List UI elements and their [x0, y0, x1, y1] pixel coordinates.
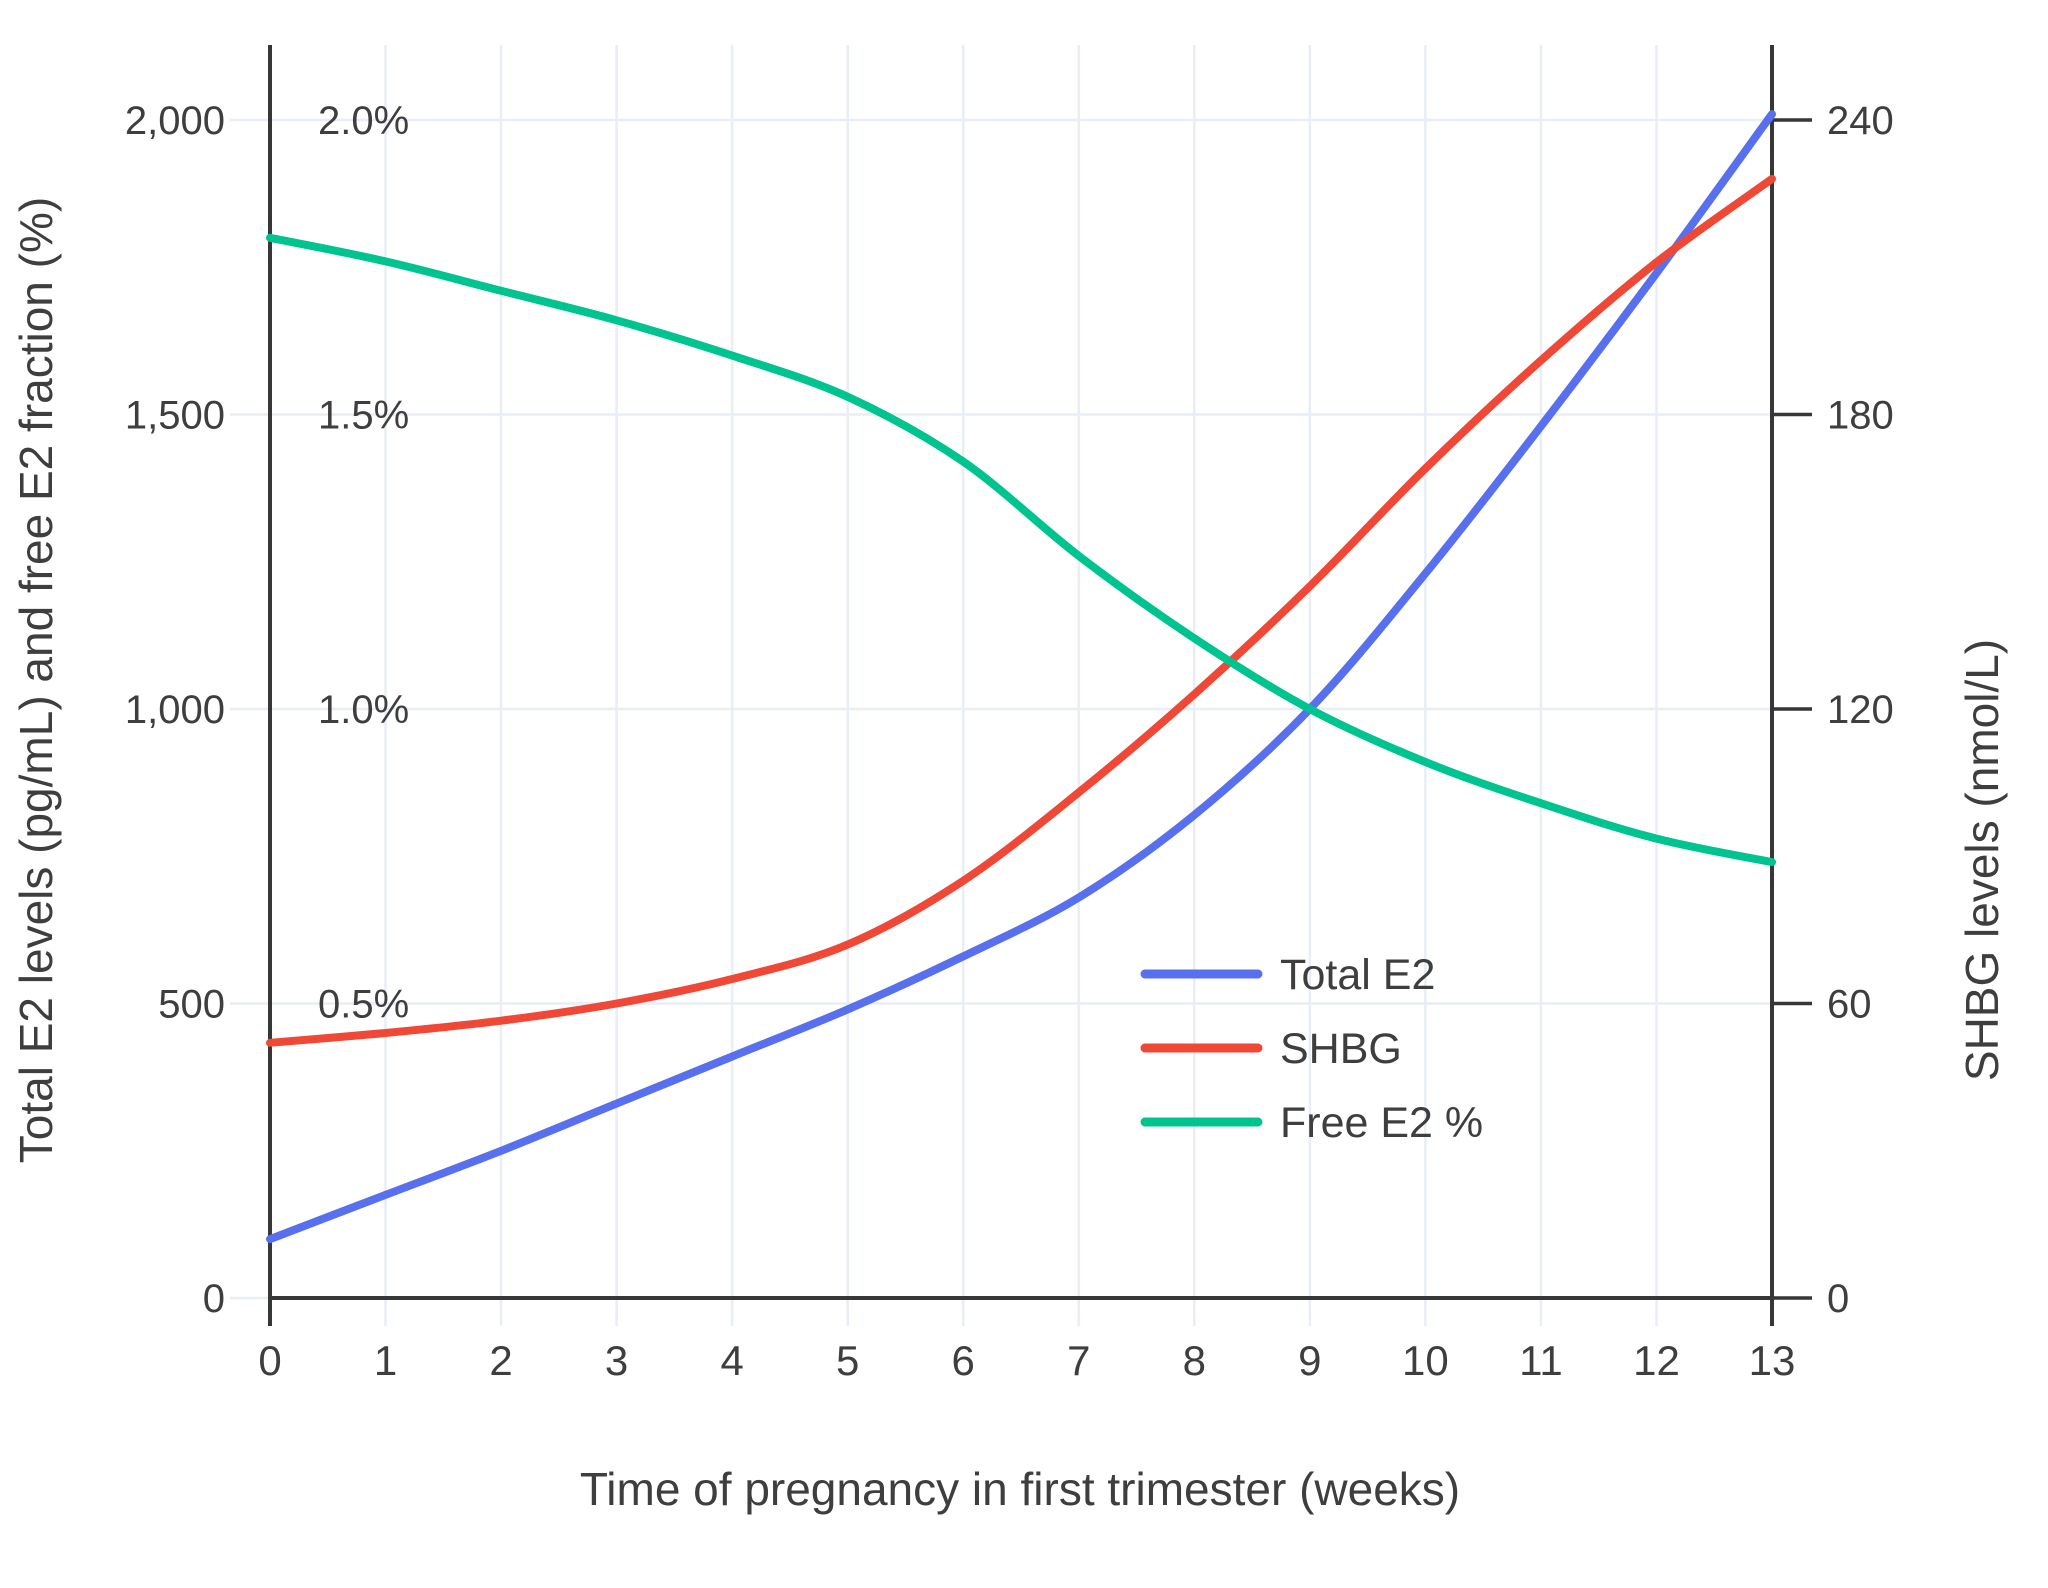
tick-labels: 05001,0001,5002,0000.5%1.0%1.5%2.0%06012…: [125, 99, 1894, 1384]
x-tick-label: 10: [1402, 1337, 1449, 1384]
percent-tick-label: 1.5%: [318, 394, 409, 438]
y-left-tick-label: 1,500: [125, 394, 225, 438]
percent-tick-label: 2.0%: [318, 99, 409, 143]
gridlines: [230, 45, 1812, 1326]
x-tick-label: 9: [1298, 1337, 1321, 1384]
series-line-total-e2: [266, 110, 1776, 1244]
legend: Total E2 SHBG Free E2 %: [1140, 951, 1483, 1147]
x-tick-label: 8: [1183, 1337, 1206, 1384]
x-tick-label: 0: [258, 1337, 281, 1384]
data-series: [266, 110, 1776, 1244]
x-tick-label: 6: [952, 1337, 975, 1384]
legend-label-total-e2: Total E2: [1280, 951, 1435, 999]
y-axis-title-left: Total E2 levels (pg/mL) and free E2 frac…: [10, 197, 62, 1163]
x-tick-label: 12: [1633, 1337, 1680, 1384]
series-line-shbg: [266, 174, 1776, 1047]
legend-item-free-e2[interactable]: Free E2 %: [1140, 1099, 1483, 1147]
x-tick-label: 13: [1749, 1337, 1796, 1384]
x-tick-label: 1: [374, 1337, 397, 1384]
axes: [268, 45, 1812, 1326]
x-tick-label: 7: [1067, 1337, 1090, 1384]
x-tick-label: 3: [605, 1337, 628, 1384]
y-right-tick-label: 0: [1827, 1277, 1849, 1321]
legend-label-free-e2: Free E2 %: [1280, 1099, 1483, 1147]
y-right-tick-label: 120: [1827, 688, 1894, 732]
legend-item-total-e2[interactable]: Total E2: [1140, 951, 1435, 999]
series-line-free-e2-: [266, 233, 1776, 867]
y-axis-title-right: SHBG levels (nmol/L): [1956, 639, 2008, 1081]
y-right-tick-label: 180: [1827, 394, 1894, 438]
percent-tick-label: 1.0%: [318, 688, 409, 732]
x-tick-label: 11: [1519, 1337, 1563, 1384]
y-left-tick-label: 1,000: [125, 688, 225, 732]
y-left-tick-label: 2,000: [125, 99, 225, 143]
y-right-tick-label: 240: [1827, 99, 1894, 143]
y-right-tick-label: 60: [1827, 983, 1872, 1027]
legend-label-shbg: SHBG: [1280, 1025, 1402, 1073]
x-tick-label: 5: [836, 1337, 859, 1384]
y-left-tick-label: 0: [203, 1277, 225, 1321]
percent-tick-label: 0.5%: [318, 983, 409, 1027]
y-left-tick-label: 500: [158, 983, 225, 1027]
x-axis-title: Time of pregnancy in first trimester (we…: [580, 1463, 1460, 1515]
legend-item-shbg[interactable]: SHBG: [1140, 1025, 1402, 1073]
x-tick-label: 2: [489, 1337, 512, 1384]
x-tick-label: 4: [720, 1337, 743, 1384]
